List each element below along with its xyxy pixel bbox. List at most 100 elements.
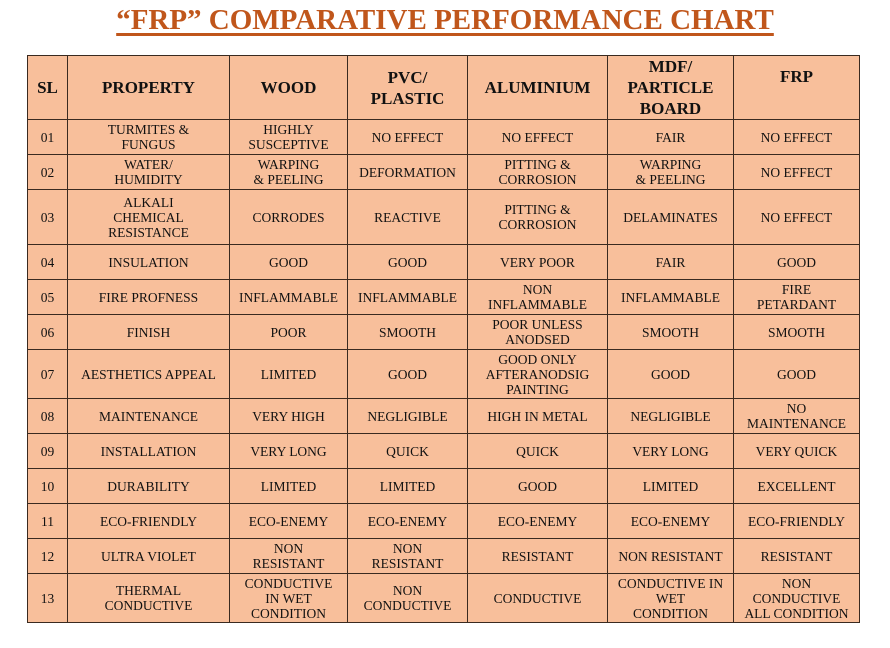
- cell-wood: NON RESISTANT: [229, 538, 348, 574]
- cell-aluminium: HIGH IN METAL: [467, 398, 608, 434]
- cell-aluminium: CONDUCTIVE: [467, 573, 608, 623]
- table-row: 03 ALKALI CHEMICAL RESISTANCE CORRODES REACTI…: [27, 189, 860, 245]
- cell-sl: 02: [27, 154, 68, 190]
- cell-sl: 10: [27, 468, 68, 504]
- cell-property: ALKALI CHEMICAL RESISTANCE: [67, 189, 230, 245]
- header-row: SL PROPERTY WOOD PVC/PLASTIC ALUMINIUM M…: [27, 55, 860, 120]
- cell-pvc: DEFORMATION: [347, 154, 468, 190]
- cell-pvc: GOOD: [347, 244, 468, 280]
- cell-pvc: NO EFFECT: [347, 119, 468, 155]
- table-row: 06 FINISH POOR SMOOTH POOR UNLESS ANODSED SMOO…: [27, 314, 860, 350]
- cell-wood: INFLAMMABLE: [229, 279, 348, 315]
- cell-mdf: FAIR: [607, 244, 734, 280]
- cell-sl: 05: [27, 279, 68, 315]
- cell-wood: CONDUCTIVE IN WET CONDITION: [229, 573, 348, 623]
- cell-mdf: INFLAMMABLE: [607, 279, 734, 315]
- table-row: 02 WATER/HUMIDITY WARPING & PEELING DEFORMAT…: [27, 154, 860, 190]
- cell-wood: HIGHLY SUSCEPTIVE: [229, 119, 348, 155]
- cell-frp: NO EFFECT: [733, 189, 860, 245]
- cell-wood: VERY HIGH: [229, 398, 348, 434]
- cell-wood: GOOD: [229, 244, 348, 280]
- header-aluminium: ALUMINIUM: [467, 55, 608, 120]
- cell-frp: GOOD: [733, 349, 860, 399]
- cell-pvc: ECO-ENEMY: [347, 503, 468, 539]
- table-row: 13 THERMAL CONDUCTIVE CONDUCTIVE IN WET CONDI…: [27, 573, 860, 623]
- cell-property: WATER/HUMIDITY: [67, 154, 230, 190]
- cell-sl: 09: [27, 433, 68, 469]
- cell-property: AESTHETICS APPEAL: [67, 349, 230, 399]
- cell-property: DURABILITY: [67, 468, 230, 504]
- cell-mdf: ECO-ENEMY: [607, 503, 734, 539]
- page-title: “FRP” COMPARATIVE PERFORMANCE CHART: [0, 0, 890, 54]
- cell-pvc: QUICK: [347, 433, 468, 469]
- cell-wood: CORRODES: [229, 189, 348, 245]
- cell-aluminium: POOR UNLESS ANODSED: [467, 314, 608, 350]
- cell-frp: NON CONDUCTIVE ALL CONDITION: [733, 573, 860, 623]
- cell-frp: EXCELLENT: [733, 468, 860, 504]
- cell-wood: LIMITED: [229, 468, 348, 504]
- header-sl: SL: [27, 55, 68, 120]
- cell-sl: 06: [27, 314, 68, 350]
- cell-property: TURMITES & FUNGUS: [67, 119, 230, 155]
- cell-property: FIRE PROFNESS: [67, 279, 230, 315]
- cell-aluminium: GOOD ONLY AFTERANODSIG PAINTING: [467, 349, 608, 399]
- cell-wood: LIMITED: [229, 349, 348, 399]
- header-frp: FRP: [733, 55, 860, 120]
- cell-property: ULTRA VIOLET: [67, 538, 230, 574]
- cell-pvc: SMOOTH: [347, 314, 468, 350]
- cell-property: INSTALLATION: [67, 433, 230, 469]
- cell-mdf: DELAMINATES: [607, 189, 734, 245]
- cell-pvc: INFLAMMABLE: [347, 279, 468, 315]
- cell-sl: 13: [27, 573, 68, 623]
- cell-frp: GOOD: [733, 244, 860, 280]
- cell-property: THERMAL CONDUCTIVE: [67, 573, 230, 623]
- cell-wood: WARPING & PEELING: [229, 154, 348, 190]
- cell-frp: RESISTANT: [733, 538, 860, 574]
- cell-aluminium: NO EFFECT: [467, 119, 608, 155]
- cell-mdf: VERY LONG: [607, 433, 734, 469]
- cell-frp: FIRE PETARDANT: [733, 279, 860, 315]
- header-mdf: MDF/PARTICLE BOARD: [607, 55, 734, 120]
- table-row: 07 AESTHETICS APPEAL LIMITED GOOD GOOD ONLY A…: [27, 349, 860, 399]
- cell-mdf: WARPING & PEELING: [607, 154, 734, 190]
- cell-wood: VERY LONG: [229, 433, 348, 469]
- cell-pvc: REACTIVE: [347, 189, 468, 245]
- cell-mdf: GOOD: [607, 349, 734, 399]
- table-row: 11 ECO-FRIENDLY ECO-ENEMY ECO-ENEMY ECO-ENEM…: [27, 503, 860, 539]
- cell-aluminium: QUICK: [467, 433, 608, 469]
- cell-mdf: CONDUCTIVE IN WET CONDITION: [607, 573, 734, 623]
- comparison-table: SL PROPERTY WOOD PVC/PLASTIC ALUMINIUM M…: [27, 55, 860, 623]
- table-row: 10 DURABILITY LIMITED LIMITED GOOD LIMITED EXC…: [27, 468, 860, 504]
- cell-aluminium: GOOD: [467, 468, 608, 504]
- cell-mdf: SMOOTH: [607, 314, 734, 350]
- cell-sl: 12: [27, 538, 68, 574]
- cell-pvc: GOOD: [347, 349, 468, 399]
- cell-property: FINISH: [67, 314, 230, 350]
- cell-mdf: LIMITED: [607, 468, 734, 504]
- header-wood: WOOD: [229, 55, 348, 120]
- table-row: 08 MAINTENANCE VERY HIGH NEGLIGIBLE HIGH IN …: [27, 398, 860, 434]
- header-pvc: PVC/PLASTIC: [347, 55, 468, 120]
- cell-frp: NO EFFECT: [733, 119, 860, 155]
- cell-frp: SMOOTH: [733, 314, 860, 350]
- cell-frp: ECO-FRIENDLY: [733, 503, 860, 539]
- table-row: 01 TURMITES & FUNGUS HIGHLY SUSCEPTIVE NO EFF…: [27, 119, 860, 155]
- cell-aluminium: PITTING & CORROSION: [467, 189, 608, 245]
- cell-property: ECO-FRIENDLY: [67, 503, 230, 539]
- cell-pvc: NEGLIGIBLE: [347, 398, 468, 434]
- cell-wood: ECO-ENEMY: [229, 503, 348, 539]
- cell-frp: NO EFFECT: [733, 154, 860, 190]
- cell-aluminium: RESISTANT: [467, 538, 608, 574]
- cell-sl: 03: [27, 189, 68, 245]
- cell-sl: 01: [27, 119, 68, 155]
- table-row: 05 FIRE PROFNESS INFLAMMABLE INFLAMMABLE NON…: [27, 279, 860, 315]
- cell-pvc: NON RESISTANT: [347, 538, 468, 574]
- cell-wood: POOR: [229, 314, 348, 350]
- cell-mdf: NEGLIGIBLE: [607, 398, 734, 434]
- cell-sl: 11: [27, 503, 68, 539]
- cell-sl: 04: [27, 244, 68, 280]
- cell-sl: 08: [27, 398, 68, 434]
- cell-aluminium: NON INFLAMMABLE: [467, 279, 608, 315]
- cell-property: MAINTENANCE: [67, 398, 230, 434]
- cell-frp: NO MAINTENANCE: [733, 398, 860, 434]
